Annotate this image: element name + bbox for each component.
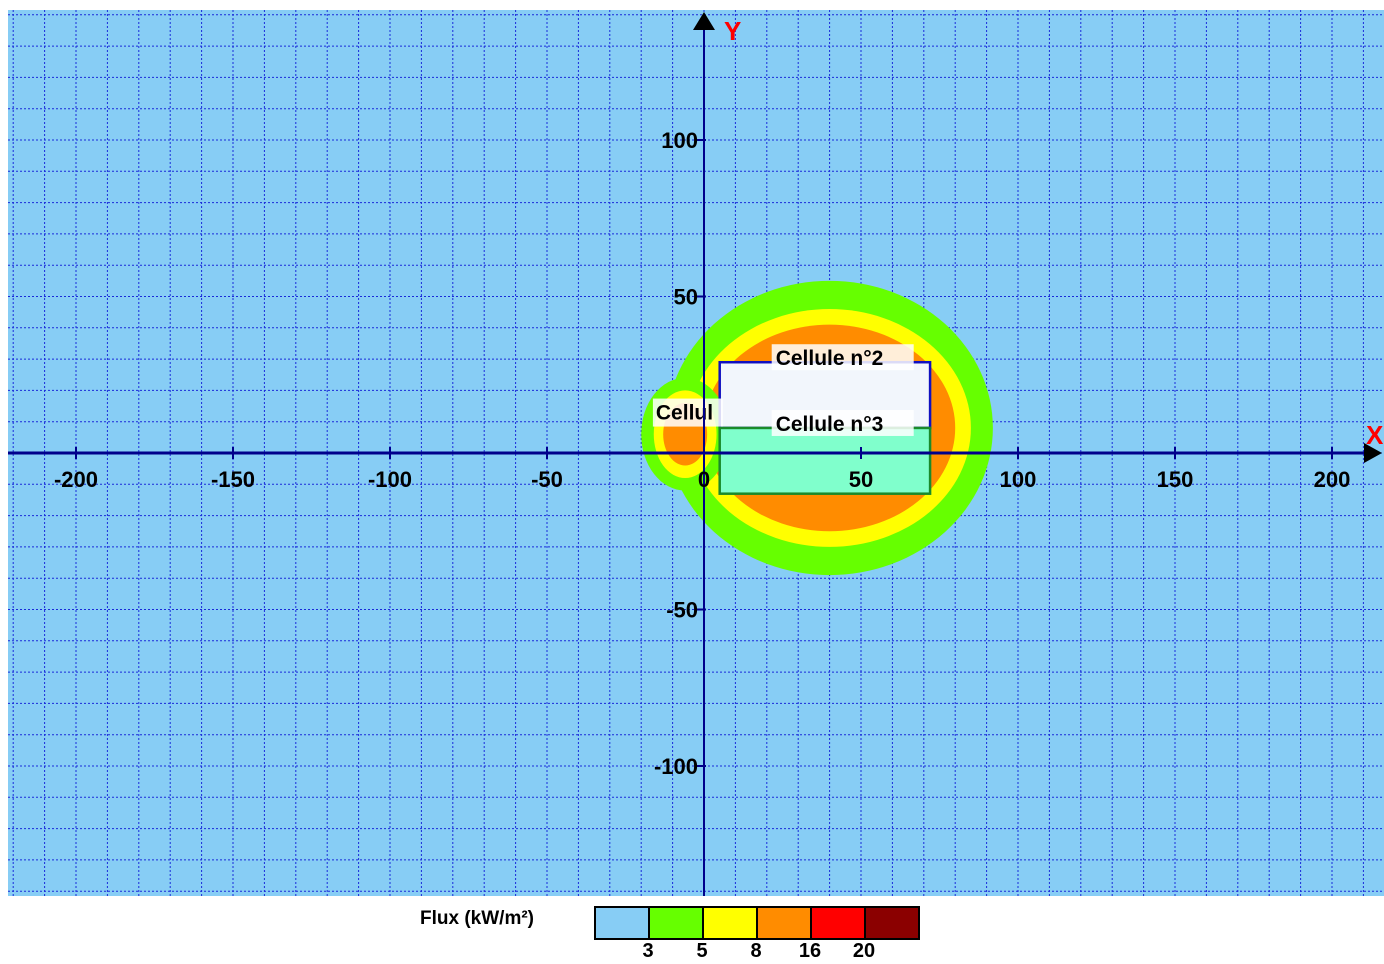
legend-swatch	[812, 908, 866, 938]
legend-color-bar	[594, 906, 920, 940]
cell-label: Cellule n°2	[776, 347, 884, 370]
cell-label-bg	[771, 344, 914, 371]
legend-tick-label: 3	[642, 940, 654, 962]
cell-rect-3	[718, 426, 932, 495]
legend-tick-label: 20	[852, 940, 876, 962]
y-axis-label: Y	[724, 16, 741, 46]
legend-swatch	[650, 908, 704, 938]
legend-tick-label: 8	[750, 940, 762, 962]
legend-swatch	[596, 908, 650, 938]
y-axis-arrow	[693, 12, 715, 30]
x-axis-arrow	[1364, 443, 1382, 463]
tick-labels: -200 -150 -100 -50 0 50 100 150 200 100 50 -50 -100	[54, 128, 1350, 779]
partial-label-bg	[652, 398, 723, 427]
y-tick-label: -50	[666, 598, 698, 623]
cell-label-partial: Cellul	[656, 402, 713, 425]
x-tick-label: 150	[1157, 467, 1194, 492]
legend-swatch	[704, 908, 758, 938]
axes	[8, 12, 1382, 896]
y-tick-label: -100	[654, 754, 698, 779]
legend: Flux (kW/m²) 3 5 8 16 20	[420, 904, 940, 964]
cells: Cellule n°2 Cellule n°3 Cellul	[652, 344, 932, 495]
legend-swatch	[758, 908, 812, 938]
legend-swatch	[866, 908, 918, 938]
x-tick-label: -50	[531, 467, 563, 492]
y-tick-label: 50	[674, 285, 698, 310]
flux-chart: Cellule n°2 Cellule n°3 Cellul -200 -150 -10…	[8, 10, 1384, 896]
cell-label: Cellule n°3	[776, 413, 884, 436]
x-tick-label: -100	[368, 467, 412, 492]
x-tick-label: 200	[1314, 467, 1351, 492]
legend-tick-label: 5	[696, 940, 708, 962]
x-axis-label: X	[1366, 420, 1384, 450]
x-tick-label: -200	[54, 467, 98, 492]
legend-title: Flux (kW/m²)	[420, 908, 534, 929]
x-tick-label: 100	[1000, 467, 1037, 492]
x-tick-label: -150	[211, 467, 255, 492]
y-tick-label: 100	[661, 128, 698, 153]
legend-tick-label: 16	[798, 940, 822, 962]
cell-label-bg	[771, 409, 914, 436]
x-tick-label: 0	[698, 467, 710, 492]
x-tick-label: 50	[849, 467, 873, 492]
